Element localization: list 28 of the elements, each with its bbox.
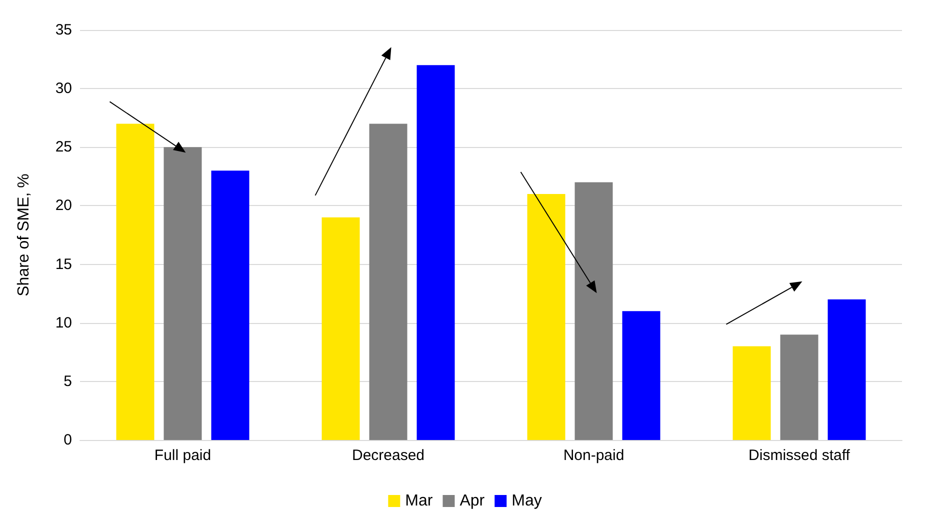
bar [732,346,771,440]
y-axis-title: Share of SME, % [16,174,32,296]
y-tick-label: 0 [64,432,72,448]
y-tick-label: 20 [55,197,72,214]
x-tick-label: Non-paid [563,447,624,464]
x-tick-label: Decreased [352,447,425,464]
y-tick-label: 5 [64,372,72,390]
bar [780,334,818,440]
bar [164,147,202,440]
bar [828,299,866,440]
y-tick-label: 25 [55,138,72,156]
legend-label: Apr [460,492,486,510]
legend-label: May [512,492,542,510]
bar [622,311,660,440]
bar [116,124,154,440]
x-tick-label: Dismissed staff [748,447,851,464]
x-tick-label: Full paid [154,447,212,464]
bar [369,124,408,440]
y-tick-label: 10 [55,314,72,332]
bar [211,170,250,440]
bar [322,217,360,440]
bar [416,65,455,440]
bar [527,194,566,440]
y-tick-label: 30 [55,80,72,98]
y-tick-label: 35 [55,22,72,38]
y-tick-label: 15 [55,256,72,273]
bar [574,182,613,440]
legend-label: Mar [405,492,434,510]
